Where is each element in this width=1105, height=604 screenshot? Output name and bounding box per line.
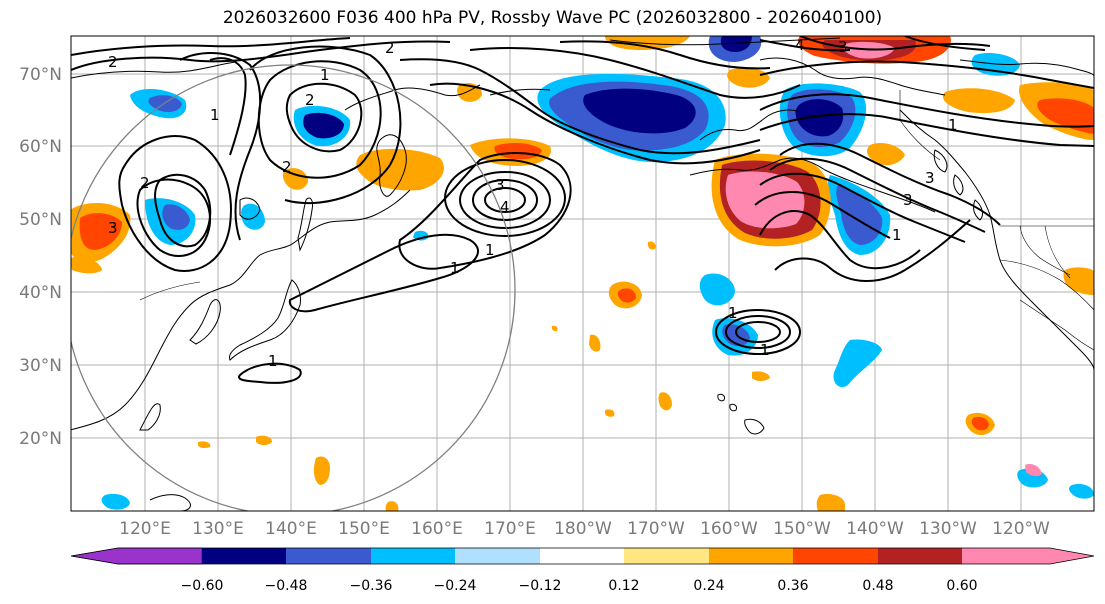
contour-label: 1 xyxy=(450,259,460,277)
lon-label: 150°E xyxy=(338,519,390,539)
colorbar-tick: 0.24 xyxy=(693,578,724,594)
contour-label: 2 xyxy=(385,39,395,57)
contour-label: 1 xyxy=(892,226,902,244)
colorbar-outline xyxy=(70,547,1095,565)
contour-label: 1 xyxy=(760,341,770,359)
gridlines xyxy=(71,36,1094,511)
lon-label: 170°W xyxy=(627,519,685,539)
colorbar-tick: −0.36 xyxy=(350,578,393,594)
colorbar-tick-labels: −0.60 −0.48 −0.36 −0.24 −0.12 0.12 0.24 … xyxy=(181,578,978,594)
contour-label: 3 xyxy=(838,38,848,56)
pv-contours xyxy=(71,36,1094,384)
lon-label: 120°E xyxy=(119,519,171,539)
colorbar-segment xyxy=(709,548,793,564)
lon-label: 160°W xyxy=(700,519,758,539)
contour-label: 3 xyxy=(903,191,913,209)
contour-label: 3 xyxy=(495,176,505,194)
colorbar-segment xyxy=(371,548,455,564)
colorbar xyxy=(70,547,1095,565)
contour-label: 1 xyxy=(728,304,738,322)
colorbar-segment xyxy=(70,547,203,565)
colorbar-segment xyxy=(624,548,709,564)
contour-label: 2 xyxy=(108,53,118,71)
contour-label: 1 xyxy=(320,66,330,84)
lon-label: 130°E xyxy=(192,519,244,539)
lat-label: 30°N xyxy=(19,356,62,376)
colorbar-segment xyxy=(540,548,624,564)
colorbar-tick: −0.48 xyxy=(265,578,308,594)
lon-label: 120°W xyxy=(992,519,1050,539)
colorbar-tick: 0.60 xyxy=(946,578,977,594)
longitude-labels: 120°E 130°E 140°E 150°E 160°E 170°E 180°… xyxy=(119,519,1050,539)
contour-label: 2 xyxy=(282,158,292,176)
colorbar-tick: 0.48 xyxy=(862,578,893,594)
colorbar-segment xyxy=(962,548,1094,564)
lon-label: 130°W xyxy=(919,519,977,539)
colorbar-segment xyxy=(202,548,286,564)
lat-label: 40°N xyxy=(19,283,62,303)
colorbar-segment xyxy=(455,548,540,564)
lon-label: 180°W xyxy=(554,519,612,539)
lat-label: 60°N xyxy=(19,137,62,157)
contour-label: 1 xyxy=(948,116,958,134)
lat-label: 50°N xyxy=(19,210,62,230)
contour-labels: 2 1 2 1 2 3 4 1 1 1 3 3 1 1 1 1 2 3 2 4 … xyxy=(108,36,958,370)
contour-label: 2 xyxy=(305,91,315,109)
plot-frame xyxy=(70,35,1095,512)
contour-label: 3 xyxy=(108,219,118,237)
lon-label: 160°E xyxy=(411,519,463,539)
colorbar-tick: −0.12 xyxy=(519,578,562,594)
map-plot-area: 2 1 2 1 2 3 4 1 1 1 3 3 1 1 1 1 2 3 2 4 … xyxy=(71,36,1094,511)
contour-label: 4 xyxy=(795,36,805,54)
reference-circle xyxy=(71,64,516,511)
lat-label: 20°N xyxy=(19,429,62,449)
colorbar-tick: 0.36 xyxy=(777,578,808,594)
chart-title: 2026032600 F036 400 hPa PV, Rossby Wave … xyxy=(222,8,883,28)
lon-label: 140°W xyxy=(846,519,904,539)
lon-label: 170°E xyxy=(484,519,536,539)
colorbar-segment xyxy=(793,548,878,564)
contour-label: 1 xyxy=(268,352,278,370)
colorbar-tick: −0.60 xyxy=(181,578,224,594)
colorbar-segment xyxy=(286,548,371,564)
lat-label: 70°N xyxy=(19,65,62,85)
contour-label: 1 xyxy=(210,106,220,124)
lon-label: 140°E xyxy=(265,519,317,539)
colorbar-tick: −0.24 xyxy=(434,578,477,594)
contour-label: 2 xyxy=(140,174,150,192)
latitude-labels: 70°N 60°N 50°N 40°N 30°N 20°N xyxy=(19,65,62,449)
contour-label: 4 xyxy=(500,198,510,216)
lon-label: 150°W xyxy=(773,519,831,539)
colorbar-tick: 0.12 xyxy=(608,578,639,594)
contour-label: 3 xyxy=(925,169,935,187)
colorbar-segment xyxy=(878,548,962,564)
contour-label: 1 xyxy=(485,241,495,259)
coastlines xyxy=(71,37,1094,511)
